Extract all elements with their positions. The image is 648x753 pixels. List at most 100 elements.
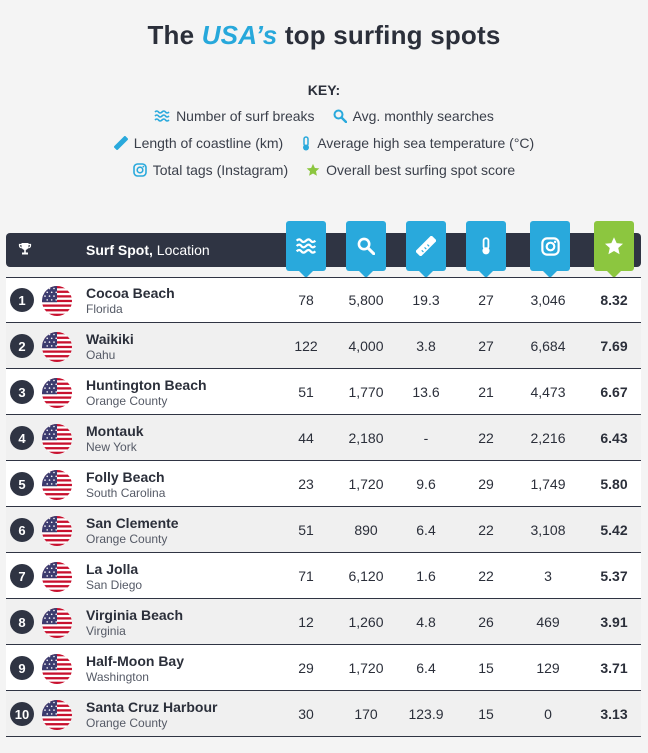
- spot-location: Orange County: [86, 716, 168, 730]
- cell-breaks: 44: [298, 430, 314, 446]
- cell-breaks: 30: [298, 706, 314, 722]
- spot-name: La Jolla: [86, 561, 139, 577]
- spot-name: Folly Beach: [86, 469, 165, 485]
- spot-cell: La Jolla San Diego: [86, 561, 142, 593]
- spot-location: Washington: [86, 670, 149, 684]
- cell-coastline: 6.4: [416, 660, 436, 676]
- key-item-coastline: Length of coastline (km): [113, 135, 284, 151]
- table-row: 1 Cocoa Beach Florida 78 5,800 19.3 27 3,046 8.3…: [6, 277, 641, 323]
- rank-badge: 4: [10, 426, 34, 450]
- cell-temp: 22: [478, 568, 494, 584]
- column-breaks-header: [286, 221, 326, 278]
- cell-searches: 2,180: [348, 430, 384, 446]
- cell-searches: 5,800: [348, 292, 384, 308]
- us-flag-icon: [42, 332, 72, 362]
- key-title: KEY:: [307, 82, 341, 98]
- key-item-searches: Avg. monthly searches: [333, 108, 494, 124]
- table-row: 4 Montauk New York 44 2,180 - 22 2,216 6.43: [6, 415, 641, 461]
- spot-cell: Half-Moon Bay Washington: [86, 653, 184, 685]
- title-prefix: The: [147, 20, 202, 50]
- header-location: Location: [152, 242, 210, 258]
- cell-searches: 4,000: [348, 338, 384, 354]
- header-spot: Surf Spot,: [86, 242, 153, 258]
- key-item-breaks: Number of surf breaks: [154, 108, 315, 124]
- spot-location: South Carolina: [86, 486, 166, 500]
- cell-searches: 170: [354, 706, 378, 722]
- spot-name: Virginia Beach: [86, 607, 184, 623]
- spot-cell: Montauk New York: [86, 423, 144, 455]
- key-label: Avg. monthly searches: [352, 108, 494, 124]
- key-label: Overall best surfing spot score: [326, 162, 516, 178]
- table-row: 9 Half-Moon Bay Washington 29 1,720 6.4 15 129 3…: [6, 645, 641, 691]
- page-title: The USA’s top surfing spots: [0, 20, 648, 51]
- cell-score: 8.32: [600, 292, 628, 308]
- cell-breaks: 29: [298, 660, 314, 676]
- cell-temp: 15: [478, 660, 494, 676]
- rank-badge: 5: [10, 472, 34, 496]
- spot-name: Waikiki: [86, 331, 134, 347]
- rank-badge: 6: [10, 518, 34, 542]
- table-row: 7 La Jolla San Diego 71 6,120 1.6 22 3 5.37: [6, 553, 641, 599]
- cell-coastline: 6.4: [416, 522, 436, 538]
- us-flag-icon: [42, 562, 72, 592]
- waves-icon: [295, 238, 317, 254]
- spot-cell: Waikiki Oahu: [86, 331, 134, 363]
- rank-badge: 10: [10, 702, 34, 726]
- star-icon: [605, 237, 623, 255]
- spot-cell: Folly Beach South Carolina: [86, 469, 165, 501]
- cell-temp: 26: [478, 614, 494, 630]
- cell-temp: 22: [478, 522, 494, 538]
- title-accent: USA’s: [201, 20, 278, 50]
- cell-breaks: 12: [298, 614, 314, 630]
- key-label: Number of surf breaks: [176, 108, 315, 124]
- table-row: 3 Huntington Beach Orange County 51 1,770 13.…: [6, 369, 641, 415]
- table-row: 8 Virginia Beach Virginia 12 1,260 4.8 26 469 3.…: [6, 599, 641, 645]
- spot-name: Montauk: [86, 423, 144, 439]
- cell-score: 5.80: [600, 476, 628, 492]
- cell-score: 3.91: [600, 614, 628, 630]
- spot-location: Virginia: [86, 624, 126, 638]
- cell-breaks: 122: [294, 338, 318, 354]
- cell-temp: 22: [478, 430, 494, 446]
- search-icon: [357, 237, 375, 255]
- rank-badge: 7: [10, 564, 34, 588]
- key-item-temperature: Average high sea temperature (°C): [301, 135, 534, 151]
- cell-coastline: -: [423, 430, 429, 446]
- cell-coastline: 13.6: [412, 384, 440, 400]
- spot-name: San Clemente: [86, 515, 179, 531]
- instagram-icon: [540, 236, 560, 256]
- spot-cell: San Clemente Orange County: [86, 515, 179, 547]
- cell-temp: 15: [478, 706, 494, 722]
- spot-location: Oahu: [86, 348, 116, 362]
- us-flag-icon: [42, 608, 72, 638]
- spot-name: Half-Moon Bay: [86, 653, 184, 669]
- key-row: Length of coastline (km) Average high se…: [0, 135, 648, 151]
- cell-temp: 27: [478, 338, 494, 354]
- waves-icon: [154, 110, 170, 122]
- cell-score: 7.69: [600, 338, 628, 354]
- spot-cell: Huntington Beach Orange County: [86, 377, 207, 409]
- cell-score: 5.42: [600, 522, 628, 538]
- cell-breaks: 51: [298, 522, 314, 538]
- cell-searches: 1,720: [348, 476, 384, 492]
- us-flag-icon: [42, 470, 72, 500]
- cell-tags: 469: [536, 614, 560, 630]
- cell-searches: 1,260: [348, 614, 384, 630]
- thermometer-icon: [303, 135, 310, 150]
- column-score-header: [594, 221, 634, 278]
- rank-badge: 3: [10, 380, 34, 404]
- ruler-icon: [113, 136, 128, 150]
- cell-searches: 890: [354, 522, 378, 538]
- cell-temp: 29: [478, 476, 494, 492]
- cell-coastline: 1.6: [416, 568, 436, 584]
- us-flag-icon: [42, 516, 72, 546]
- key-label: Total tags (Instagram): [152, 162, 289, 178]
- cell-score: 3.71: [600, 660, 628, 676]
- us-flag-icon: [42, 286, 72, 316]
- cell-breaks: 51: [298, 384, 314, 400]
- cell-score: 6.43: [600, 430, 628, 446]
- cell-tags: 1,749: [530, 476, 566, 492]
- key-label: Length of coastline (km): [133, 135, 284, 151]
- cell-breaks: 78: [298, 292, 314, 308]
- cell-searches: 1,770: [348, 384, 384, 400]
